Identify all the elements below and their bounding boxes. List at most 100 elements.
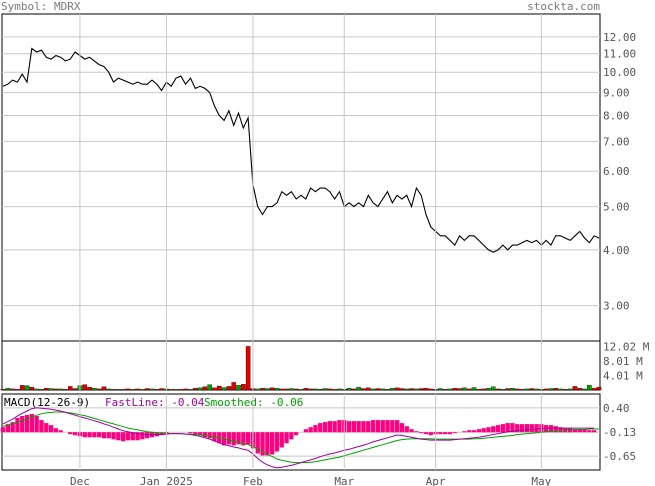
macd-histogram-bar xyxy=(510,423,515,433)
volume-bar xyxy=(82,384,88,391)
macd-histogram-bar xyxy=(548,425,554,433)
macd-histogram-bar xyxy=(39,420,44,433)
x-tick-label: May xyxy=(531,475,551,486)
macd-histogram-bar xyxy=(351,421,356,433)
x-axis: Dec Jan 2025 Feb Mar Apr May xyxy=(70,14,552,486)
macd-histogram-bar xyxy=(447,432,453,435)
macd-histogram-bar xyxy=(327,421,332,433)
macd-histogram-bar xyxy=(121,432,126,442)
macd-histogram-bar xyxy=(236,432,241,445)
volume-bar xyxy=(529,388,535,391)
price-tick-label: 6.00 xyxy=(603,165,630,178)
x-tick-label: Dec xyxy=(70,475,90,486)
macd-histogram-bar xyxy=(366,421,371,433)
volume-bar xyxy=(591,388,597,391)
volume-bar xyxy=(428,388,434,391)
macd-histogram-bar xyxy=(246,432,251,445)
volume-bar xyxy=(337,388,342,391)
macd-histogram-bar xyxy=(260,432,265,456)
volume-bar xyxy=(298,389,304,391)
volume-panel: 12.02 M 8.01 M4.01 M xyxy=(0,340,650,391)
volume-bar xyxy=(154,389,160,391)
macd-histogram-bar xyxy=(385,420,390,433)
volume-bar xyxy=(495,388,501,391)
volume-bar xyxy=(255,388,261,391)
volume-bar xyxy=(111,389,116,391)
macd-histogram-bar xyxy=(15,418,20,433)
volume-bar xyxy=(486,388,491,391)
volume-bar xyxy=(308,388,313,391)
macd-panel: 0.40 -0.13 -0.65 MACD(12-26-9) FastLine: -0.… xyxy=(0,393,636,471)
macd-histogram-bar xyxy=(135,432,140,441)
x-tick-label: Mar xyxy=(334,475,354,486)
volume-bar xyxy=(241,384,246,391)
macd-histogram-bar xyxy=(452,432,457,434)
macd-histogram-bar xyxy=(72,432,78,436)
volume-tick-label: 8.01 M xyxy=(603,355,643,368)
volume-bar xyxy=(582,388,587,391)
x-tick-label: Feb xyxy=(243,475,263,486)
macd-histogram-bar xyxy=(116,432,121,441)
volume-bar xyxy=(293,388,299,391)
price-tick-label: 11.00 xyxy=(603,48,636,61)
price-tick-label: 4.00 xyxy=(603,244,630,257)
macd-histogram-bar xyxy=(399,423,405,433)
price-tick-label: 3.00 xyxy=(603,300,630,313)
macd-histogram-bar xyxy=(476,429,481,433)
macd-histogram-bar xyxy=(395,420,400,433)
macd-histogram-bar xyxy=(274,432,280,452)
price-tick-label: 9.00 xyxy=(603,87,630,100)
macd-histogram-bar xyxy=(87,432,92,438)
volume-bar xyxy=(260,388,265,391)
macd-histogram-bar xyxy=(322,422,328,433)
volume-bar xyxy=(279,388,285,391)
macd-histogram-bar xyxy=(226,432,232,445)
volume-bar xyxy=(144,388,150,391)
volume-bar xyxy=(87,386,92,391)
volume-bar xyxy=(34,388,39,391)
volume-bar xyxy=(19,385,25,391)
macd-histogram-bar xyxy=(303,429,308,433)
volume-bar xyxy=(173,389,179,391)
volume-bar xyxy=(53,388,59,391)
macd-histogram-bar xyxy=(332,421,337,433)
volume-bar xyxy=(92,388,97,391)
x-tick-label: Apr xyxy=(426,475,446,486)
macd-histogram-bar xyxy=(92,432,97,438)
macd-histogram-bar xyxy=(529,424,534,433)
volume-bar xyxy=(442,389,448,391)
fastline-line xyxy=(2,407,595,469)
macd-histogram-bar xyxy=(515,424,520,433)
macd-histogram-bar xyxy=(140,432,145,440)
volume-bar xyxy=(207,384,212,391)
volume-bar xyxy=(322,388,328,391)
macd-histogram-bar xyxy=(558,427,563,433)
macd-histogram-bar xyxy=(53,428,58,433)
volume-bar xyxy=(490,386,496,391)
volume-bar xyxy=(375,388,381,391)
volume-bar xyxy=(24,385,30,391)
volume-bar xyxy=(120,389,126,391)
volume-bar xyxy=(125,388,131,391)
price-tick-label: 12.00 xyxy=(603,31,636,44)
macd-histogram-bar xyxy=(255,432,260,454)
volume-bar xyxy=(216,385,222,391)
volume-bar xyxy=(346,388,352,391)
macd-histogram-bar xyxy=(68,432,73,435)
volume-bar xyxy=(197,387,203,391)
volume-bar xyxy=(452,388,458,391)
macd-histogram-bar xyxy=(587,430,592,433)
symbol-label: Symbol: MDRX xyxy=(1,0,81,13)
macd-histogram-bar xyxy=(486,427,491,433)
macd-histogram-bar xyxy=(409,429,414,433)
macd-histogram-bar xyxy=(241,432,246,446)
macd-histogram-bar xyxy=(553,426,558,433)
volume-bar xyxy=(327,388,333,391)
volume-bar xyxy=(553,388,559,391)
volume-bar xyxy=(188,389,193,391)
macd-histogram-bar xyxy=(207,432,212,439)
macd-histogram-bar xyxy=(44,423,49,433)
volume-bar xyxy=(481,388,486,391)
volume-bar xyxy=(212,387,217,391)
